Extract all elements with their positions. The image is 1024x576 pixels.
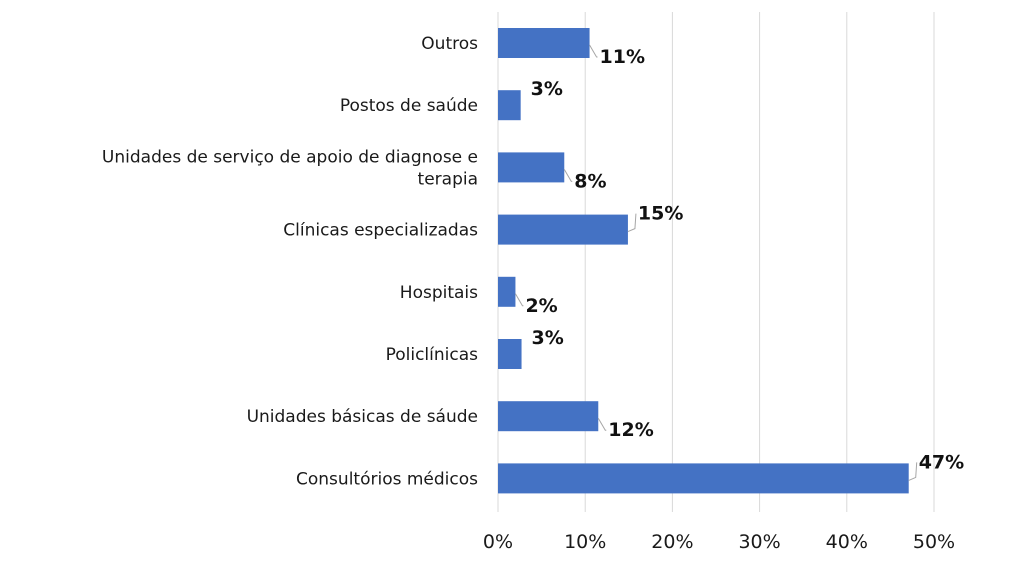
data-label: 2% (525, 295, 557, 317)
bar (498, 214, 628, 245)
x-tick-label: 40% (826, 531, 868, 553)
bar (498, 90, 521, 121)
category-label: Consultórios médicos (296, 469, 478, 489)
category-label: Policlínicas (386, 345, 479, 365)
leader-lines (515, 44, 918, 481)
leader-line (589, 44, 598, 58)
data-label: 8% (574, 170, 606, 192)
bar (498, 401, 599, 432)
x-axis-tick-labels: 0% 10% 20% 30% 40% 50% (483, 531, 955, 553)
bars (498, 28, 909, 494)
data-label: 3% (531, 78, 563, 100)
data-label: 15% (638, 203, 683, 225)
bar (498, 463, 909, 494)
bar (498, 276, 516, 307)
bar (498, 339, 522, 369)
bar (498, 152, 565, 183)
leader-line (597, 417, 607, 431)
category-label: Hospitais (400, 283, 478, 303)
leader-line (627, 213, 637, 233)
category-label: Outros (421, 34, 478, 54)
x-tick-label: 0% (483, 531, 513, 553)
leader-line (563, 169, 573, 182)
x-tick-label: 50% (913, 531, 955, 553)
category-label: Postos de saúde (340, 96, 478, 116)
category-labels: Outros Postos de saúde Unidades de serviço… (102, 34, 478, 489)
bar (498, 28, 590, 58)
data-label: 11% (600, 46, 645, 68)
data-label: 3% (532, 327, 564, 349)
x-tick-label: 10% (564, 531, 606, 553)
category-label: Clínicas especializadas (283, 221, 478, 241)
x-tick-label: 20% (651, 531, 693, 553)
data-labels: 11% 3% 8% 15% 2% 3% 12% 47% (525, 46, 964, 473)
gridlines (497, 12, 935, 512)
x-tick-label: 30% (738, 531, 780, 553)
category-label: Unidades básicas de sáude (247, 407, 478, 427)
data-label: 47% (919, 451, 964, 473)
category-label: Unidades de serviço de apoio de diagnose… (102, 147, 478, 189)
leader-line (515, 293, 524, 307)
data-label: 12% (608, 419, 653, 441)
leader-line (908, 462, 918, 481)
